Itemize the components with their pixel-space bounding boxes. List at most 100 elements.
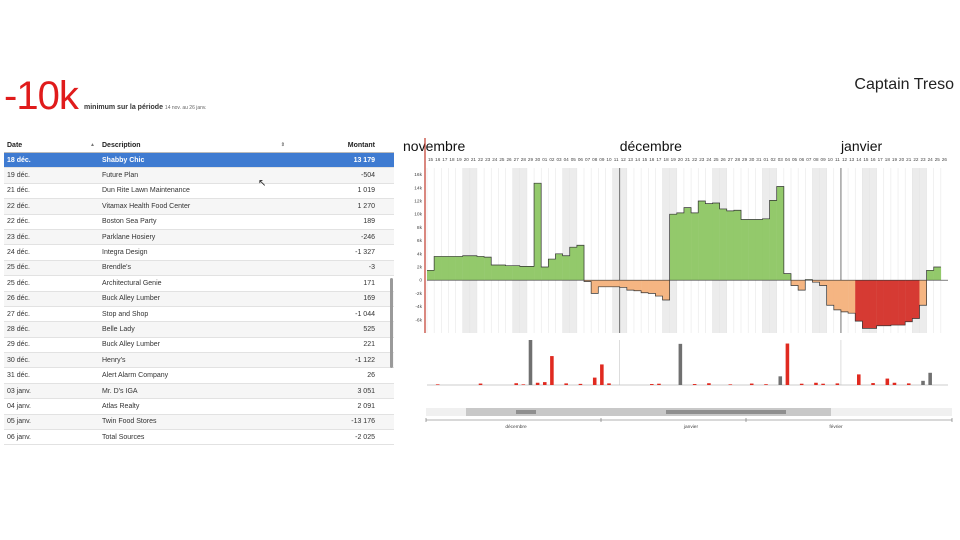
daily-flow-bar[interactable]: [799, 383, 804, 385]
daily-flow-bar[interactable]: [600, 364, 604, 385]
balance-bar[interactable]: [441, 256, 449, 281]
balance-bar[interactable]: [898, 280, 906, 326]
timeline-brush[interactable]: [466, 408, 831, 416]
daily-flow-bar[interactable]: [906, 383, 911, 385]
balance-bar[interactable]: [612, 280, 620, 287]
balance-bar[interactable]: [769, 200, 777, 281]
table-row[interactable]: 23 déc. Parklane Hosiery -246: [4, 229, 394, 246]
column-header-description[interactable]: Description ⇕: [99, 142, 289, 149]
daily-flow-bar[interactable]: [707, 383, 711, 385]
column-header-date[interactable]: Date ▲: [4, 142, 99, 149]
balance-bar[interactable]: [926, 270, 934, 281]
balance-bar[interactable]: [619, 280, 628, 288]
balance-bar[interactable]: [648, 280, 656, 294]
daily-flow-bar[interactable]: [435, 384, 440, 385]
table-row[interactable]: 24 déc. Integra Design -1 327: [4, 245, 394, 261]
balance-bar[interactable]: [476, 256, 485, 281]
daily-flow-bar[interactable]: [814, 382, 818, 385]
balance-bar[interactable]: [819, 280, 827, 286]
balance-bar[interactable]: [698, 201, 706, 281]
balance-bar[interactable]: [491, 265, 499, 281]
table-row[interactable]: 29 déc. Buck Alley Lumber 221: [4, 338, 394, 354]
table-row[interactable]: 03 janv. Mr. D's IGA 3 051: [4, 383, 394, 400]
daily-flow-bar[interactable]: [928, 372, 932, 385]
balance-bar[interactable]: [505, 265, 513, 281]
balance-bar[interactable]: [484, 257, 492, 281]
sort-toggle-icon[interactable]: ⇕: [280, 141, 285, 148]
balance-bar[interactable]: [569, 247, 578, 281]
daily-flow-bar[interactable]: [564, 383, 568, 385]
daily-flow-bar[interactable]: [835, 383, 840, 385]
daily-flow-bar[interactable]: [514, 383, 518, 385]
daily-flow-bar[interactable]: [528, 340, 533, 385]
balance-bar[interactable]: [726, 210, 735, 281]
balance-bar[interactable]: [691, 212, 699, 281]
balance-bar[interactable]: [541, 267, 549, 281]
balance-bar[interactable]: [790, 280, 799, 286]
balance-bar[interactable]: [905, 280, 913, 322]
table-row[interactable]: 19 déc. Future Plan -504: [4, 168, 394, 184]
grid-scrollbar[interactable]: [390, 278, 393, 368]
balance-bar[interactable]: [526, 266, 535, 281]
balance-bar[interactable]: [676, 212, 685, 281]
balance-bar[interactable]: [719, 208, 727, 281]
table-row[interactable]: 30 déc. Henry's -1 122: [4, 353, 394, 369]
table-row[interactable]: 22 déc. Vitamax Health Food Center 1 270: [4, 199, 394, 215]
balance-bar[interactable]: [584, 280, 592, 282]
balance-bar[interactable]: [427, 270, 435, 281]
table-row[interactable]: 25 déc. Architectural Genie 171: [4, 276, 394, 292]
daily-flow-bar[interactable]: [885, 378, 890, 385]
balance-bar[interactable]: [555, 253, 563, 281]
balance-bar[interactable]: [434, 256, 442, 281]
balance-bar[interactable]: [876, 280, 884, 326]
daily-flow-bar[interactable]: [764, 384, 768, 385]
balance-bar[interactable]: [826, 280, 835, 306]
balance-bar[interactable]: [933, 267, 942, 281]
daily-flow-bar[interactable]: [650, 384, 654, 385]
balance-bar[interactable]: [748, 219, 756, 281]
balance-bar[interactable]: [705, 203, 713, 281]
balance-bar[interactable]: [919, 280, 927, 306]
balance-bar[interactable]: [869, 280, 877, 329]
sort-ascending-icon[interactable]: ▲: [90, 141, 95, 148]
balance-bar[interactable]: [762, 218, 770, 281]
daily-flow-bar[interactable]: [821, 383, 825, 385]
daily-flow-bar[interactable]: [678, 343, 683, 385]
daily-flow-bar[interactable]: [550, 356, 554, 385]
balance-bar[interactable]: [669, 214, 677, 281]
daily-flow-bar[interactable]: [857, 374, 861, 385]
daily-flow-bar[interactable]: [692, 384, 697, 385]
table-row[interactable]: 26 déc. Buck Alley Lumber 169: [4, 291, 394, 307]
balance-bar[interactable]: [548, 259, 556, 281]
balance-bar[interactable]: [534, 183, 542, 281]
daily-flow-bar[interactable]: [521, 384, 526, 385]
table-row[interactable]: 25 déc. Brendle's -3: [4, 260, 394, 277]
balance-bar[interactable]: [833, 280, 842, 310]
balance-bar[interactable]: [519, 266, 528, 281]
balance-bar[interactable]: [733, 210, 742, 281]
balance-bar[interactable]: [448, 256, 456, 281]
daily-flow-bar[interactable]: [778, 376, 783, 385]
balance-bar[interactable]: [512, 265, 520, 281]
table-row[interactable]: 28 déc. Belle Lady 525: [4, 322, 394, 338]
daily-flow-bar[interactable]: [871, 383, 875, 385]
table-row[interactable]: 27 déc. Stop and Shop -1 044: [4, 307, 394, 323]
balance-bar[interactable]: [498, 265, 506, 281]
balance-bar[interactable]: [755, 219, 763, 281]
balance-bar[interactable]: [641, 280, 649, 293]
balance-bar[interactable]: [783, 273, 792, 281]
balance-bar[interactable]: [598, 280, 606, 287]
daily-flow-bar[interactable]: [749, 383, 754, 385]
transactions-grid[interactable]: Date ▲ Description ⇕ Montant 18 déc. Shab…: [4, 138, 394, 453]
daily-flow-bar[interactable]: [592, 377, 597, 385]
balance-bar[interactable]: [883, 280, 892, 326]
balance-bar[interactable]: [662, 280, 670, 300]
table-row[interactable]: 06 janv. Total Sources -2 025: [4, 430, 394, 446]
daily-flow-bar[interactable]: [542, 382, 547, 385]
balance-bar[interactable]: [912, 280, 920, 319]
balance-bar[interactable]: [798, 280, 806, 291]
balance-bar[interactable]: [655, 280, 663, 297]
table-row[interactable]: 04 janv. Atlas Realty 2 091: [4, 399, 394, 415]
balance-bar[interactable]: [776, 186, 785, 281]
